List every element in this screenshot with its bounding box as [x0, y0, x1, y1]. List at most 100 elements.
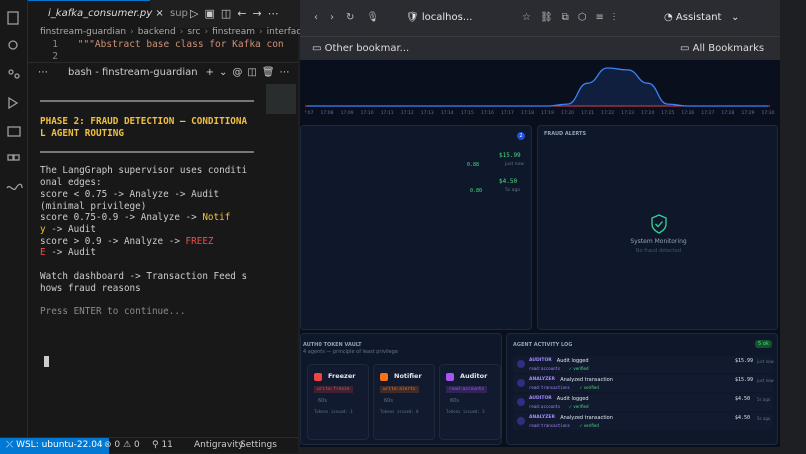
- x-tick-label: 17:07: [305, 110, 314, 116]
- terminal-line: Watch dashboard -> Transaction Feed s: [40, 271, 265, 283]
- agent-ttl: 60s: [384, 398, 393, 404]
- terminal-title[interactable]: bash - finstream-guardian: [68, 67, 198, 78]
- app[interactable]: Antigravity: [194, 440, 244, 450]
- x-tick-label: 17:08: [321, 110, 334, 116]
- dashboard: 17:07 17:08 17:09 17:10 17:11 17:12 17:13 17:14…: [300, 60, 780, 447]
- x-tick-label: 17:22: [601, 110, 614, 116]
- rule: [40, 151, 254, 154]
- vault-panel: AUTH0 TOKEN VAULT 4 agents — principle o…: [300, 333, 502, 445]
- feed-time: 5s ago: [505, 188, 521, 193]
- ports[interactable]: ⚲ 11: [152, 440, 173, 450]
- terminal-text: (minimal privilege): [40, 200, 147, 212]
- terminal-line: y -> Audit: [40, 224, 265, 236]
- terminal-text: Notif: [202, 212, 231, 224]
- x-tick-label: 17:29: [741, 110, 754, 116]
- log-time: 5s ago: [757, 416, 771, 421]
- terminal-line: score > 0.9 -> Analyze -> FREEZ: [40, 236, 265, 248]
- log-amount: $15.99: [735, 377, 754, 383]
- bookmark-folder[interactable]: ▭ Other bookmar...: [312, 43, 410, 54]
- terminal-text: The LangGraph supervisor uses conditi: [40, 165, 248, 177]
- vscode: i_kafka_consumer.py × sup ▷▣◫←→⋯ finstre…: [0, 0, 311, 437]
- agent-card: Freezer write:freeze 60s Tokens issued: 3: [307, 364, 369, 440]
- log-agent: AUDITOR: [529, 358, 552, 363]
- x-tick-label: 17:25: [661, 110, 674, 116]
- x-tick-label: 17:26: [681, 110, 694, 116]
- bookmarks-bar: ▭ Other bookmar... ▭ All Bookmarks: [300, 36, 780, 60]
- log-row: ANALYZER Analyzed transaction read:transac…: [513, 375, 774, 392]
- problems[interactable]: ⊗ 0 ⚠ 0: [104, 440, 140, 450]
- url[interactable]: 🛡 localhos...: [406, 12, 473, 23]
- toolbar-icons[interactable]: ☆⛓⧉⬡≡⫶: [522, 12, 625, 23]
- fraud-panel: FRAUD ALERTS System Monitoring No fraud …: [537, 125, 778, 330]
- log-check: ✓ verified: [579, 423, 599, 428]
- remote-indicator[interactable]: ⤬ WSL: ubuntu-22.04: [0, 438, 109, 454]
- log-agent: ANALYZER: [529, 415, 555, 420]
- agent-icon: [380, 373, 388, 381]
- fraud-title: FRAUD ALERTS: [544, 131, 587, 137]
- terminal-text: E: [40, 247, 46, 259]
- fraud-status: System Monitoring: [630, 238, 687, 245]
- terminal-line: onal edges:: [40, 177, 265, 189]
- log-amount: $4.50: [735, 415, 751, 421]
- agent-tokens: Tokens issued: 3: [446, 409, 485, 414]
- line: [307, 67, 768, 107]
- terminal-text: L AGENT ROUTING: [40, 127, 124, 139]
- tab-label: sup: [170, 8, 188, 19]
- terminal-text: FREEZ: [185, 235, 214, 247]
- terminal-line: PHASE 2: FRAUD DETECTION — CONDITIONA: [40, 116, 265, 128]
- x-tick-label: 17:30: [762, 110, 775, 116]
- editor-actions[interactable]: ▷▣◫←→⋯: [190, 7, 285, 20]
- terminal-text: Watch dashboard -> Transaction Feed s: [40, 271, 248, 283]
- agent-scope: write:alerts: [380, 386, 419, 393]
- log-badge: 5 ok: [755, 340, 772, 348]
- all-bookmarks[interactable]: ▭ All Bookmarks: [680, 43, 765, 54]
- log-icon: [517, 417, 525, 425]
- terminal-text: PHASE 2: FRAUD DETECTION — CONDITIONA: [40, 116, 248, 127]
- terminal-line: E -> Audit: [40, 247, 265, 259]
- x-tick-label: 17:15: [461, 110, 474, 116]
- nav-buttons[interactable]: ‹›↻🎙: [314, 12, 392, 23]
- agent-card: Notifier write:alerts 60s Tokens issued: 0: [373, 364, 435, 440]
- feed-score: 0.88: [467, 162, 480, 168]
- agent-icon: [314, 373, 322, 381]
- log-scope: read:accounts: [529, 404, 561, 409]
- status-bar: ⤬ WSL: ubuntu-22.04 ⊗ 0 ⚠ 0 ⚲ 11 Antigra…: [0, 437, 298, 454]
- breadcrumb: interfaces: [266, 27, 312, 37]
- line-number: 1: [52, 39, 58, 50]
- terminal: PHASE 2: FRAUD DETECTION — CONDITIONA L A…: [40, 96, 265, 318]
- shield-icon: [651, 214, 667, 234]
- agent-card: Auditor read:accounts 60s Tokens issued: 3: [439, 364, 501, 440]
- log-action: Analyzed transaction: [560, 377, 613, 383]
- terminal-line: hows fraud reasons: [40, 283, 265, 295]
- tab[interactable]: sup: [156, 0, 188, 28]
- terminal-text: -> Audit: [45, 223, 96, 235]
- log-scope: read:transactions: [529, 423, 570, 428]
- feed-amount: $4.50: [499, 178, 518, 185]
- assistant[interactable]: ◔ Assistant ⌄: [664, 12, 740, 23]
- separator: ›: [259, 27, 263, 37]
- tab[interactable]: i_kafka_consumer.py ×: [28, 0, 164, 28]
- x-tick-label: 17:10: [361, 110, 374, 116]
- activity-icons: [6, 11, 23, 191]
- terminal-text: Press ENTER to continue...: [40, 306, 186, 318]
- terminal-text: score < 0.75 -> Analyze -> Audit: [40, 188, 220, 200]
- terminal-text: score > 0.9 -> Analyze ->: [40, 235, 186, 247]
- code-text: """Abstract base class for Kafka con: [77, 39, 284, 50]
- terminal-text: score 0.75-0.9 -> Analyze ->: [40, 212, 203, 224]
- agent-icon: [446, 373, 454, 381]
- terminal-line: score < 0.75 -> Analyze -> Audit: [40, 189, 265, 201]
- code: 1 """Abstract base class for Kafka con 2: [28, 39, 283, 63]
- x-tick-label: 17:28: [721, 110, 734, 116]
- tab-label: i_kafka_consumer.py: [48, 8, 153, 19]
- terminal-line: The LangGraph supervisor uses conditi: [40, 165, 265, 177]
- terminal-list[interactable]: [266, 84, 296, 114]
- x-tick-label: 17:19: [541, 110, 554, 116]
- log-action: Analyzed transaction: [560, 415, 613, 421]
- x-tick-label: 17:21: [581, 110, 594, 116]
- settings[interactable]: Settings: [240, 440, 277, 450]
- terminal-line: Press ENTER to continue...: [40, 306, 265, 318]
- agent-name: Notifier: [394, 372, 422, 380]
- terminal-text: -> Audit: [45, 247, 96, 259]
- agent-name: Freezer: [328, 372, 356, 380]
- log-check: ✓ verified: [579, 385, 599, 390]
